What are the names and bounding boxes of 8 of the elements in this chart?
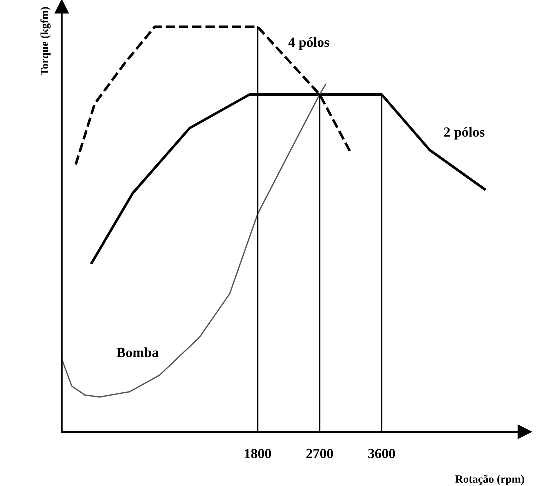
x-tick-label: 2700	[306, 449, 334, 458]
x-tick-label: 3600	[368, 449, 396, 458]
series-label: 4 pólos	[288, 37, 330, 50]
x-tick-label: 1800	[245, 449, 272, 458]
series-label: 2 pólos	[444, 127, 485, 140]
series-label: Bomba	[116, 348, 159, 358]
y-axis-title: Torque (kgfm)	[40, 7, 51, 76]
x-axis-title: Rotação (rpm)	[456, 475, 524, 486]
